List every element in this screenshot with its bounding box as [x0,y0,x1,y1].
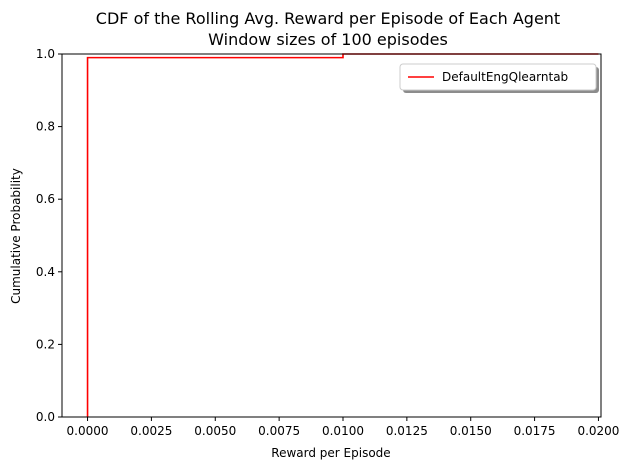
x-tick-label: 0.0000 [67,424,109,438]
x-tick-label: 0.0025 [130,424,172,438]
y-tick-label: 1.0 [36,47,55,61]
chart-title: CDF of the Rolling Avg. Reward per Episo… [96,9,560,28]
x-tick-label: 0.0050 [194,424,236,438]
x-tick-label: 0.0100 [322,424,364,438]
y-tick-label: 0.2 [36,337,55,351]
y-tick-label: 0.6 [36,192,55,206]
x-tick-label: 0.0175 [514,424,556,438]
x-axis-label: Reward per Episode [271,446,390,460]
x-tick-label: 0.0200 [577,424,619,438]
legend-box [399,63,597,91]
y-tick-label: 0.0 [36,410,55,424]
series-line-0 [86,53,599,417]
legend-label: DefaultEngQlearntab [442,70,568,84]
chart-subtitle: Window sizes of 100 episodes [208,30,448,49]
y-axis-label: Cumulative Probability [9,168,23,304]
y-tick-label: 0.8 [36,120,55,134]
y-tick-label: 0.4 [36,265,55,279]
x-tick-label: 0.0150 [450,424,492,438]
x-tick-label: 0.0075 [258,424,300,438]
plot-frame [61,53,602,418]
plot-area: 0.0000 0.0025 0.0050 0.0075 0.0100 0.0125 0.01… [36,47,620,438]
x-tick-label: 0.0125 [386,424,428,438]
